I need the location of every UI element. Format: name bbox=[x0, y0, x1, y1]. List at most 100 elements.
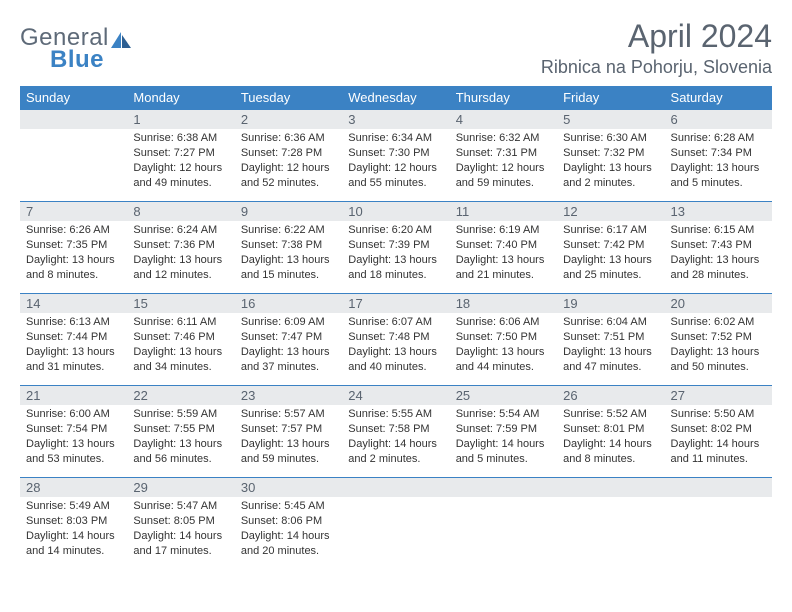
day-detail-line: and 59 minutes. bbox=[456, 176, 551, 191]
day-detail-line: Sunset: 8:06 PM bbox=[241, 514, 336, 529]
day-number-empty bbox=[557, 478, 664, 497]
day-detail-line: and 56 minutes. bbox=[133, 452, 228, 467]
day-detail-line: Daylight: 12 hours bbox=[133, 161, 228, 176]
calendar-cell: 1Sunrise: 6:38 AMSunset: 7:27 PMDaylight… bbox=[127, 110, 234, 202]
day-detail-line: Sunset: 8:02 PM bbox=[671, 422, 766, 437]
day-detail-line: Daylight: 13 hours bbox=[241, 437, 336, 452]
day-detail-line: Sunset: 7:55 PM bbox=[133, 422, 228, 437]
day-detail-line: and 37 minutes. bbox=[241, 360, 336, 375]
day-details: Sunrise: 5:59 AMSunset: 7:55 PMDaylight:… bbox=[127, 405, 234, 470]
day-detail-line: Daylight: 13 hours bbox=[348, 253, 443, 268]
day-detail-line: and 14 minutes. bbox=[26, 544, 121, 559]
day-detail-line: and 18 minutes. bbox=[348, 268, 443, 283]
day-number: 2 bbox=[235, 110, 342, 129]
day-detail-line: and 59 minutes. bbox=[241, 452, 336, 467]
calendar-cell: 8Sunrise: 6:24 AMSunset: 7:36 PMDaylight… bbox=[127, 202, 234, 294]
day-number: 7 bbox=[20, 202, 127, 221]
day-detail-line: Sunset: 7:42 PM bbox=[563, 238, 658, 253]
calendar-cell bbox=[342, 478, 449, 570]
day-detail-line: and 50 minutes. bbox=[671, 360, 766, 375]
day-detail-line: Sunrise: 6:38 AM bbox=[133, 131, 228, 146]
day-details: Sunrise: 6:07 AMSunset: 7:48 PMDaylight:… bbox=[342, 313, 449, 378]
day-number: 23 bbox=[235, 386, 342, 405]
day-detail-line: Sunrise: 6:13 AM bbox=[26, 315, 121, 330]
day-number: 29 bbox=[127, 478, 234, 497]
day-detail-line: Sunset: 7:35 PM bbox=[26, 238, 121, 253]
day-number: 3 bbox=[342, 110, 449, 129]
day-details: Sunrise: 6:13 AMSunset: 7:44 PMDaylight:… bbox=[20, 313, 127, 378]
calendar-week-row: 21Sunrise: 6:00 AMSunset: 7:54 PMDayligh… bbox=[20, 386, 772, 478]
calendar-cell: 9Sunrise: 6:22 AMSunset: 7:38 PMDaylight… bbox=[235, 202, 342, 294]
day-detail-line: Sunset: 7:39 PM bbox=[348, 238, 443, 253]
day-detail-line: Sunrise: 6:20 AM bbox=[348, 223, 443, 238]
weekday-header: Monday bbox=[127, 86, 234, 110]
calendar-cell: 19Sunrise: 6:04 AMSunset: 7:51 PMDayligh… bbox=[557, 294, 664, 386]
weekday-header: Sunday bbox=[20, 86, 127, 110]
day-detail-line: Sunrise: 5:57 AM bbox=[241, 407, 336, 422]
day-detail-line: Sunset: 7:48 PM bbox=[348, 330, 443, 345]
day-detail-line: and 20 minutes. bbox=[241, 544, 336, 559]
weekday-header: Saturday bbox=[665, 86, 772, 110]
calendar-cell: 2Sunrise: 6:36 AMSunset: 7:28 PMDaylight… bbox=[235, 110, 342, 202]
day-detail-line: Daylight: 14 hours bbox=[348, 437, 443, 452]
day-detail-line: Daylight: 13 hours bbox=[456, 253, 551, 268]
day-detail-line: Daylight: 13 hours bbox=[241, 345, 336, 360]
calendar-cell bbox=[450, 478, 557, 570]
calendar-cell: 7Sunrise: 6:26 AMSunset: 7:35 PMDaylight… bbox=[20, 202, 127, 294]
location: Ribnica na Pohorju, Slovenia bbox=[541, 57, 772, 78]
calendar-cell: 24Sunrise: 5:55 AMSunset: 7:58 PMDayligh… bbox=[342, 386, 449, 478]
day-details: Sunrise: 5:52 AMSunset: 8:01 PMDaylight:… bbox=[557, 405, 664, 470]
day-detail-line: Sunrise: 6:04 AM bbox=[563, 315, 658, 330]
day-detail-line: Sunrise: 5:50 AM bbox=[671, 407, 766, 422]
calendar-cell: 18Sunrise: 6:06 AMSunset: 7:50 PMDayligh… bbox=[450, 294, 557, 386]
day-number: 1 bbox=[127, 110, 234, 129]
day-details: Sunrise: 6:32 AMSunset: 7:31 PMDaylight:… bbox=[450, 129, 557, 194]
day-detail-line: and 12 minutes. bbox=[133, 268, 228, 283]
day-number-empty bbox=[450, 478, 557, 497]
day-detail-line: Sunrise: 6:24 AM bbox=[133, 223, 228, 238]
day-details: Sunrise: 5:57 AMSunset: 7:57 PMDaylight:… bbox=[235, 405, 342, 470]
day-detail-line: Sunset: 7:32 PM bbox=[563, 146, 658, 161]
day-detail-line: Sunset: 7:57 PM bbox=[241, 422, 336, 437]
day-number: 30 bbox=[235, 478, 342, 497]
day-details: Sunrise: 5:47 AMSunset: 8:05 PMDaylight:… bbox=[127, 497, 234, 562]
calendar-cell: 17Sunrise: 6:07 AMSunset: 7:48 PMDayligh… bbox=[342, 294, 449, 386]
calendar-cell: 21Sunrise: 6:00 AMSunset: 7:54 PMDayligh… bbox=[20, 386, 127, 478]
day-details: Sunrise: 6:19 AMSunset: 7:40 PMDaylight:… bbox=[450, 221, 557, 286]
day-details: Sunrise: 6:09 AMSunset: 7:47 PMDaylight:… bbox=[235, 313, 342, 378]
day-detail-line: Sunset: 7:36 PM bbox=[133, 238, 228, 253]
calendar-cell: 30Sunrise: 5:45 AMSunset: 8:06 PMDayligh… bbox=[235, 478, 342, 570]
day-detail-line: Daylight: 13 hours bbox=[26, 253, 121, 268]
day-detail-line: Daylight: 12 hours bbox=[348, 161, 443, 176]
day-number: 6 bbox=[665, 110, 772, 129]
day-detail-line: Daylight: 13 hours bbox=[133, 253, 228, 268]
day-number: 18 bbox=[450, 294, 557, 313]
weekday-header: Friday bbox=[557, 86, 664, 110]
day-details: Sunrise: 5:49 AMSunset: 8:03 PMDaylight:… bbox=[20, 497, 127, 562]
day-detail-line: Daylight: 13 hours bbox=[671, 253, 766, 268]
day-detail-line: Sunrise: 6:15 AM bbox=[671, 223, 766, 238]
day-number-empty bbox=[665, 478, 772, 497]
day-detail-line: Sunrise: 5:45 AM bbox=[241, 499, 336, 514]
weekday-header-row: Sunday Monday Tuesday Wednesday Thursday… bbox=[20, 86, 772, 110]
day-detail-line: and 2 minutes. bbox=[348, 452, 443, 467]
title-block: April 2024 Ribnica na Pohorju, Slovenia bbox=[541, 18, 772, 78]
day-detail-line: Sunrise: 6:02 AM bbox=[671, 315, 766, 330]
day-detail-line: and 15 minutes. bbox=[241, 268, 336, 283]
calendar-week-row: 28Sunrise: 5:49 AMSunset: 8:03 PMDayligh… bbox=[20, 478, 772, 570]
day-number: 16 bbox=[235, 294, 342, 313]
day-detail-line: Sunrise: 5:55 AM bbox=[348, 407, 443, 422]
logo: GeneralBlue bbox=[20, 18, 133, 74]
day-details: Sunrise: 5:45 AMSunset: 8:06 PMDaylight:… bbox=[235, 497, 342, 562]
day-detail-line: Daylight: 12 hours bbox=[456, 161, 551, 176]
month-title: April 2024 bbox=[541, 18, 772, 55]
day-detail-line: and 31 minutes. bbox=[26, 360, 121, 375]
day-detail-line: Daylight: 14 hours bbox=[26, 529, 121, 544]
day-detail-line: Sunrise: 6:09 AM bbox=[241, 315, 336, 330]
calendar-cell: 10Sunrise: 6:20 AMSunset: 7:39 PMDayligh… bbox=[342, 202, 449, 294]
calendar-cell: 20Sunrise: 6:02 AMSunset: 7:52 PMDayligh… bbox=[665, 294, 772, 386]
calendar-cell: 12Sunrise: 6:17 AMSunset: 7:42 PMDayligh… bbox=[557, 202, 664, 294]
day-detail-line: Daylight: 14 hours bbox=[671, 437, 766, 452]
day-detail-line: Sunset: 7:51 PM bbox=[563, 330, 658, 345]
day-detail-line: Sunrise: 6:28 AM bbox=[671, 131, 766, 146]
